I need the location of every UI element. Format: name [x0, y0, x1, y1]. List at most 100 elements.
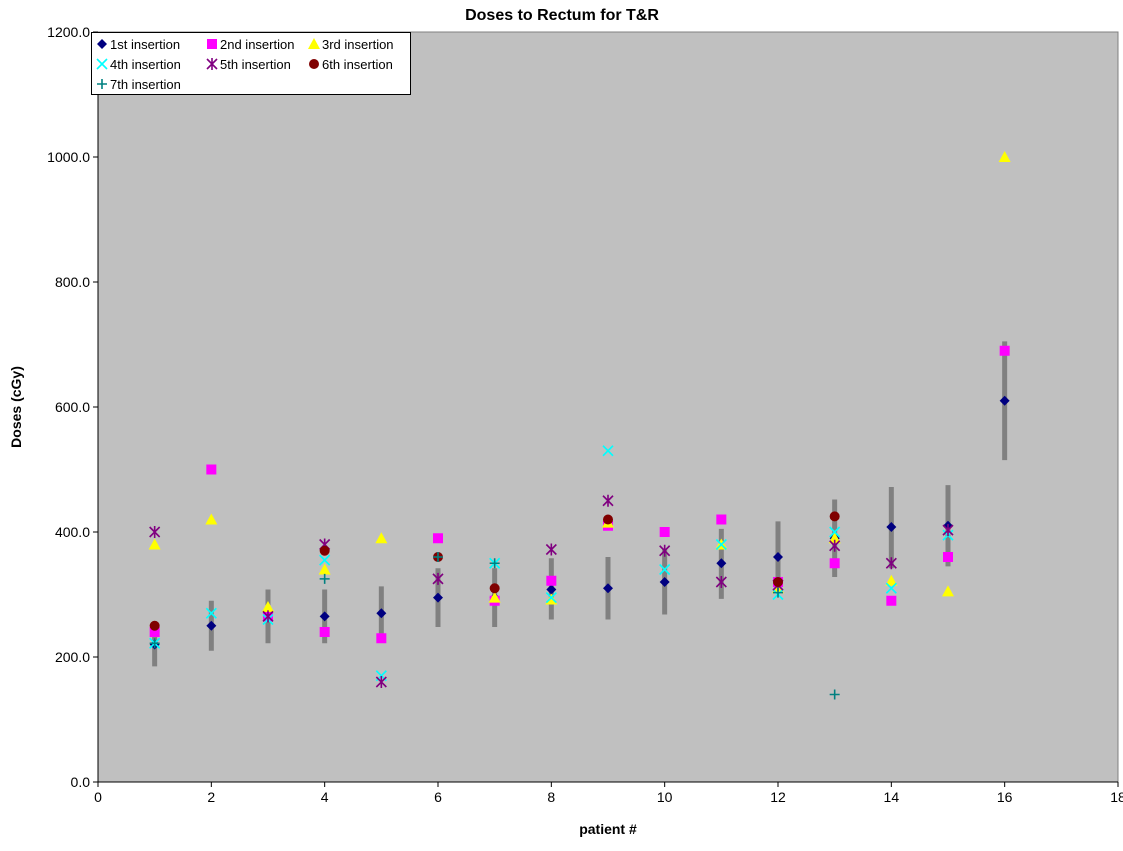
data-point: [942, 585, 954, 597]
legend-marker-icon: [96, 58, 108, 70]
x-axis-label: patient #: [579, 821, 637, 837]
data-point: [942, 524, 954, 537]
data-point: [715, 576, 727, 588]
legend-entry-6: 6th insertion: [308, 56, 393, 72]
y-tick-label: 200.0: [55, 649, 90, 665]
data-points: [148, 151, 1011, 700]
legend-label: 6th insertion: [322, 56, 393, 72]
data-point: [545, 543, 557, 556]
data-point: [546, 575, 557, 586]
legend-marker: [309, 59, 319, 69]
data-point: [375, 532, 388, 544]
data-point: [319, 627, 330, 637]
data-point: [262, 601, 274, 612]
data-point: [433, 533, 443, 544]
data-point: [602, 494, 614, 507]
legend-entry-2: 2nd insertion: [206, 36, 294, 52]
data-point: [602, 445, 614, 457]
data-point: [488, 591, 501, 603]
legend-label: 4th insertion: [110, 56, 181, 72]
data-point: [319, 611, 330, 622]
legend-entry-4: 4th insertion: [96, 56, 181, 72]
chart-title: Doses to Rectum for T&R: [465, 7, 659, 24]
data-point: [489, 583, 500, 594]
data-point: [603, 514, 613, 525]
legend-marker: [207, 39, 217, 49]
data-point: [375, 676, 387, 688]
data-point: [885, 557, 897, 570]
data-point: [148, 538, 161, 550]
y-tick-label: 600.0: [55, 399, 90, 415]
legend-label: 3rd insertion: [322, 36, 394, 52]
y-tick-label: 1000.0: [47, 149, 90, 165]
data-point: [603, 583, 613, 594]
data-point: [659, 577, 670, 587]
data-point: [206, 464, 217, 475]
legend-label: 2nd insertion: [220, 36, 295, 52]
data-point: [773, 577, 783, 587]
legend-entry-5: 5th insertion: [206, 56, 291, 72]
data-point: [318, 563, 331, 575]
y-axis-label: Doses (cGy): [8, 366, 24, 448]
x-tick-label: 6: [434, 789, 442, 805]
data-point: [205, 513, 218, 525]
data-point: [886, 522, 897, 532]
data-point: [773, 587, 783, 598]
data-point: [773, 552, 783, 562]
data-point: [885, 582, 897, 594]
data-point: [319, 545, 330, 556]
x-tick-label: 8: [547, 789, 555, 805]
legend-marker: [96, 58, 108, 70]
x-tick-label: 4: [321, 789, 329, 805]
data-point: [433, 592, 443, 603]
data-point: [262, 610, 274, 623]
legend-label: 5th insertion: [220, 56, 291, 72]
data-point: [149, 627, 160, 637]
data-point: [659, 563, 671, 576]
legend-marker: [97, 39, 107, 49]
data-point: [659, 544, 671, 557]
data-point: [432, 572, 444, 585]
legend-label: 7th insertion: [110, 76, 181, 92]
data-point: [149, 620, 160, 631]
data-point: [715, 538, 727, 551]
x-tick-label: 16: [997, 789, 1013, 805]
y-tick-label: 0.0: [71, 774, 91, 790]
legend-marker-icon: [97, 79, 107, 89]
legend-marker-icon: [308, 38, 320, 49]
plot-area: [97, 31, 1119, 783]
data-point: [545, 592, 557, 604]
data-point: [829, 558, 840, 569]
series-7: [149, 552, 840, 700]
legend-entry-1: 1st insertion: [96, 36, 180, 52]
legend-marker: [97, 79, 107, 89]
data-point: [376, 633, 387, 644]
data-point: [149, 526, 161, 538]
data-point: [149, 638, 160, 649]
data-point: [885, 574, 898, 586]
axes: 0 2 4 6 8 10 12 14 16 18 0.0 200.0 400.0 600.0 800.0 10…: [47, 24, 1123, 805]
x-tick-label: 2: [207, 789, 215, 805]
data-point: [433, 552, 443, 562]
legend-marker-icon: [206, 58, 218, 70]
legend-marker-icon: [97, 39, 107, 49]
data-point: [886, 595, 897, 606]
legend-marker-icon: [309, 59, 319, 69]
legend-marker-icon: [207, 39, 217, 49]
data-point: [998, 151, 1011, 162]
x-tick-label: 18: [1110, 789, 1123, 805]
legend-marker: [308, 38, 320, 49]
legend-label: 1st insertion: [110, 36, 181, 52]
data-point: [829, 511, 840, 522]
data-point: [829, 539, 841, 552]
data-point: [716, 558, 727, 569]
legend-marker: [206, 58, 218, 70]
data-point: [319, 573, 330, 584]
data-point: [999, 345, 1010, 356]
y-tick-label: 400.0: [55, 524, 90, 540]
data-point: [546, 584, 557, 595]
x-tick-label: 10: [657, 789, 673, 805]
data-point: [716, 514, 727, 525]
